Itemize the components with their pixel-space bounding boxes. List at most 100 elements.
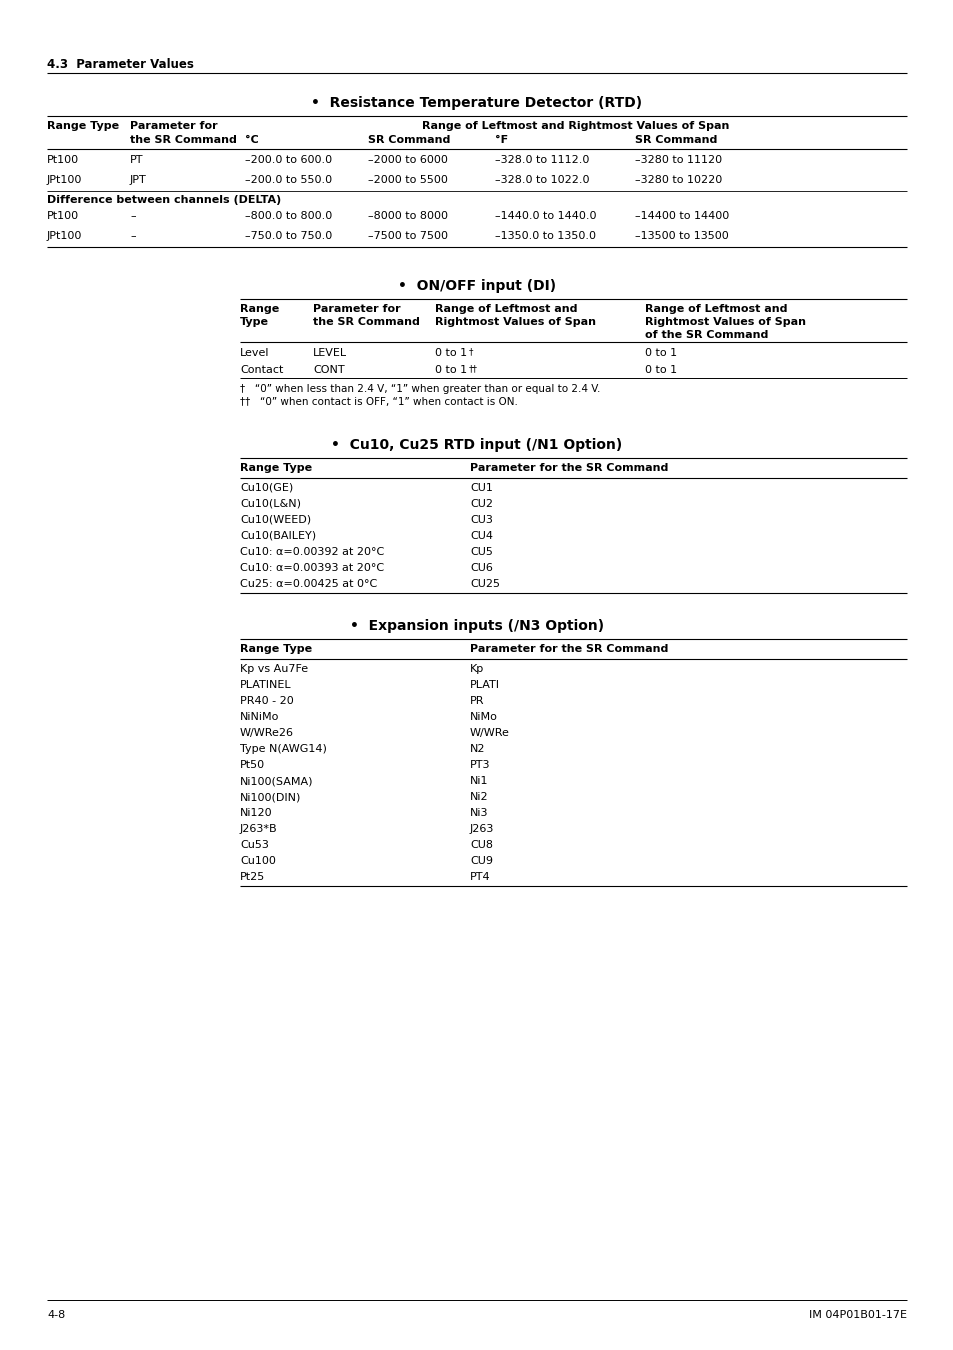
Text: Range of Leftmost and Rightmost Values of Span: Range of Leftmost and Rightmost Values o… — [422, 122, 729, 131]
Text: Ni100(SAMA): Ni100(SAMA) — [240, 776, 314, 786]
Text: Range of Leftmost and: Range of Leftmost and — [435, 304, 577, 315]
Text: CU5: CU5 — [470, 547, 493, 558]
Text: CU3: CU3 — [470, 514, 493, 525]
Text: –: – — [130, 231, 135, 242]
Text: Rightmost Values of Span: Rightmost Values of Span — [435, 317, 596, 327]
Text: –3280 to 11120: –3280 to 11120 — [635, 155, 721, 165]
Text: Contact: Contact — [240, 364, 283, 375]
Text: Cu10(L&N): Cu10(L&N) — [240, 500, 301, 509]
Text: –750.0 to 750.0: –750.0 to 750.0 — [245, 231, 332, 242]
Text: –200.0 to 550.0: –200.0 to 550.0 — [245, 176, 332, 185]
Text: SR Command: SR Command — [635, 135, 717, 144]
Text: ††   “0” when contact is OFF, “1” when contact is ON.: †† “0” when contact is OFF, “1” when con… — [240, 397, 517, 406]
Text: •  Cu10, Cu25 RTD input (/N1 Option): • Cu10, Cu25 RTD input (/N1 Option) — [331, 437, 622, 452]
Text: PR: PR — [470, 697, 484, 706]
Text: Range: Range — [240, 304, 279, 315]
Text: Pt100: Pt100 — [47, 155, 79, 165]
Text: Cu25: α=0.00425 at 0°C: Cu25: α=0.00425 at 0°C — [240, 579, 376, 589]
Text: PR40 - 20: PR40 - 20 — [240, 697, 294, 706]
Text: PT: PT — [130, 155, 143, 165]
Text: of the SR Command: of the SR Command — [644, 329, 767, 340]
Text: ††: †† — [469, 364, 477, 373]
Text: CU8: CU8 — [470, 840, 493, 850]
Text: SR Command: SR Command — [368, 135, 450, 144]
Text: JPt100: JPt100 — [47, 176, 82, 185]
Text: –328.0 to 1022.0: –328.0 to 1022.0 — [495, 176, 589, 185]
Text: Cu100: Cu100 — [240, 856, 275, 865]
Text: Range Type: Range Type — [240, 644, 312, 653]
Text: °F: °F — [495, 135, 508, 144]
Text: –3280 to 10220: –3280 to 10220 — [635, 176, 721, 185]
Text: J263: J263 — [470, 824, 494, 834]
Text: –2000 to 5500: –2000 to 5500 — [368, 176, 447, 185]
Text: the SR Command: the SR Command — [313, 317, 419, 327]
Text: Cu10: α=0.00393 at 20°C: Cu10: α=0.00393 at 20°C — [240, 563, 384, 572]
Text: Ni3: Ni3 — [470, 809, 488, 818]
Text: NiMo: NiMo — [470, 711, 497, 722]
Text: 0 to 1: 0 to 1 — [435, 348, 467, 358]
Text: PT3: PT3 — [470, 760, 490, 770]
Text: NiNiMo: NiNiMo — [240, 711, 279, 722]
Text: CU1: CU1 — [470, 483, 493, 493]
Text: 4.3  Parameter Values: 4.3 Parameter Values — [47, 58, 193, 72]
Text: PLATINEL: PLATINEL — [240, 680, 292, 690]
Text: IM 04P01B01-17E: IM 04P01B01-17E — [808, 1310, 906, 1320]
Text: Pt100: Pt100 — [47, 211, 79, 221]
Text: –1440.0 to 1440.0: –1440.0 to 1440.0 — [495, 211, 596, 221]
Text: –14400 to 14400: –14400 to 14400 — [635, 211, 728, 221]
Text: LEVEL: LEVEL — [313, 348, 347, 358]
Text: °C: °C — [245, 135, 258, 144]
Text: Range Type: Range Type — [47, 122, 119, 131]
Text: Cu10(WEED): Cu10(WEED) — [240, 514, 311, 525]
Text: –200.0 to 600.0: –200.0 to 600.0 — [245, 155, 332, 165]
Text: †: † — [469, 347, 473, 356]
Text: J263*B: J263*B — [240, 824, 277, 834]
Text: CONT: CONT — [313, 364, 344, 375]
Text: –7500 to 7500: –7500 to 7500 — [368, 231, 448, 242]
Text: Ni2: Ni2 — [470, 792, 488, 802]
Text: Parameter for: Parameter for — [313, 304, 400, 315]
Text: CU6: CU6 — [470, 563, 493, 572]
Text: PT4: PT4 — [470, 872, 490, 882]
Text: Ni100(DIN): Ni100(DIN) — [240, 792, 301, 802]
Text: –8000 to 8000: –8000 to 8000 — [368, 211, 448, 221]
Text: Parameter for the SR Command: Parameter for the SR Command — [470, 463, 668, 472]
Text: –800.0 to 800.0: –800.0 to 800.0 — [245, 211, 332, 221]
Text: CU9: CU9 — [470, 856, 493, 865]
Text: CU25: CU25 — [470, 579, 499, 589]
Text: Type N(AWG14): Type N(AWG14) — [240, 744, 327, 755]
Text: Pt50: Pt50 — [240, 760, 265, 770]
Text: Pt25: Pt25 — [240, 872, 265, 882]
Text: Rightmost Values of Span: Rightmost Values of Span — [644, 317, 805, 327]
Text: Ni1: Ni1 — [470, 776, 488, 786]
Text: PLATI: PLATI — [470, 680, 499, 690]
Text: Kp: Kp — [470, 664, 484, 674]
Text: Range Type: Range Type — [240, 463, 312, 472]
Text: Cu10(BAILEY): Cu10(BAILEY) — [240, 531, 315, 541]
Text: Parameter for: Parameter for — [130, 122, 217, 131]
Text: –2000 to 6000: –2000 to 6000 — [368, 155, 447, 165]
Text: Cu10(GE): Cu10(GE) — [240, 483, 293, 493]
Text: 0 to 1: 0 to 1 — [435, 364, 467, 375]
Text: N2: N2 — [470, 744, 485, 755]
Text: Kp vs Au7Fe: Kp vs Au7Fe — [240, 664, 308, 674]
Text: Difference between channels (DELTA): Difference between channels (DELTA) — [47, 194, 281, 205]
Text: •  Resistance Temperature Detector (RTD): • Resistance Temperature Detector (RTD) — [311, 96, 642, 109]
Text: 0 to 1: 0 to 1 — [644, 348, 677, 358]
Text: Range of Leftmost and: Range of Leftmost and — [644, 304, 786, 315]
Text: CU2: CU2 — [470, 500, 493, 509]
Text: –1350.0 to 1350.0: –1350.0 to 1350.0 — [495, 231, 596, 242]
Text: W/WRe26: W/WRe26 — [240, 728, 294, 738]
Text: –: – — [130, 211, 135, 221]
Text: JPT: JPT — [130, 176, 147, 185]
Text: Parameter for the SR Command: Parameter for the SR Command — [470, 644, 668, 653]
Text: Cu10: α=0.00392 at 20°C: Cu10: α=0.00392 at 20°C — [240, 547, 384, 558]
Text: Ni120: Ni120 — [240, 809, 273, 818]
Text: CU4: CU4 — [470, 531, 493, 541]
Text: •  ON/OFF input (DI): • ON/OFF input (DI) — [397, 279, 556, 293]
Text: W/WRe: W/WRe — [470, 728, 509, 738]
Text: –328.0 to 1112.0: –328.0 to 1112.0 — [495, 155, 589, 165]
Text: 4-8: 4-8 — [47, 1310, 65, 1320]
Text: Type: Type — [240, 317, 269, 327]
Text: †   “0” when less than 2.4 V, “1” when greater than or equal to 2.4 V.: † “0” when less than 2.4 V, “1” when gre… — [240, 383, 599, 394]
